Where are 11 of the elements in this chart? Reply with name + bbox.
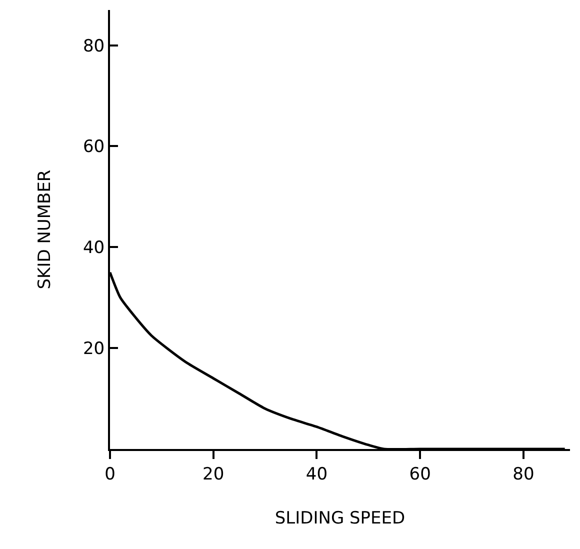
y-tick-label: 80 [82, 36, 105, 56]
y-axis-title: SKID NUMBER [35, 170, 56, 290]
x-tick-label: 20 [202, 464, 224, 484]
x-tick-label: 0 [104, 464, 116, 484]
y-tick-label: 60 [82, 137, 105, 158]
x-tick-label: 40 [306, 464, 328, 484]
x-axis-title: SLIDING SPEED [274, 508, 406, 528]
x-tick-label: 80 [512, 464, 534, 484]
x-tick-label: 60 [409, 464, 431, 484]
y-tick-label: 20 [82, 339, 105, 360]
y-tick-label: 40 [82, 238, 105, 258]
